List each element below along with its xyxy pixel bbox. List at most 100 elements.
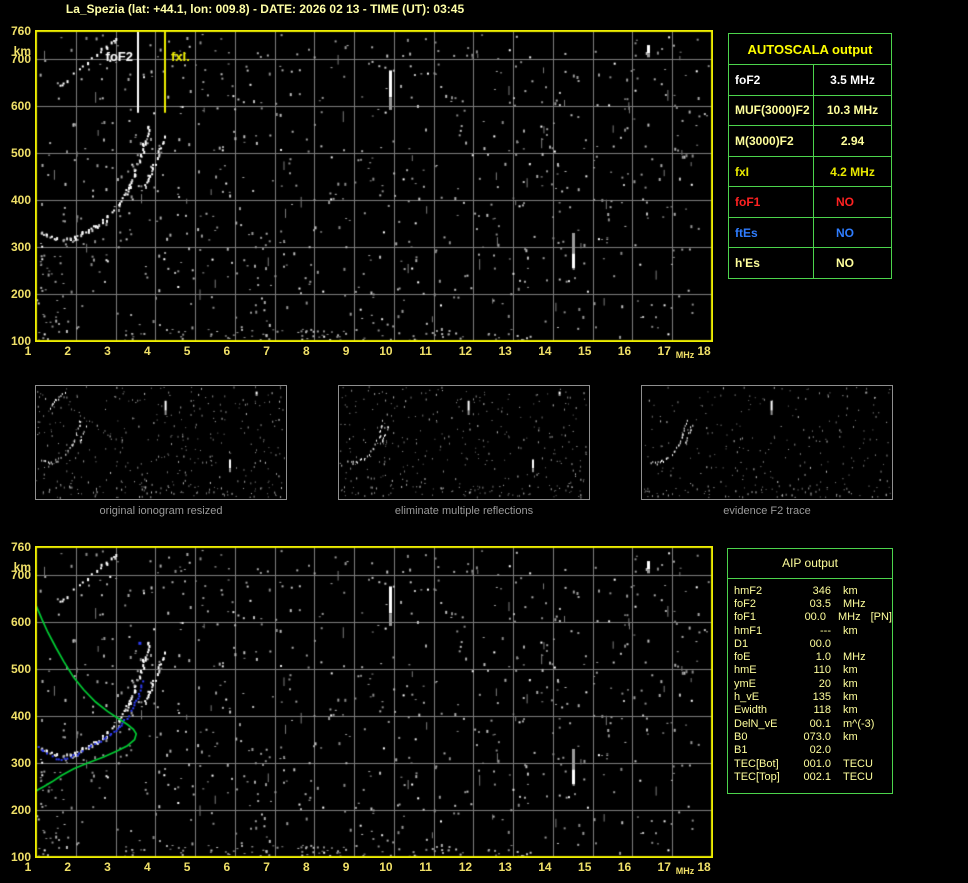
x-tick-label: 18 xyxy=(697,344,711,358)
y-tick-label: 700 xyxy=(10,568,31,583)
param-label: h'Es xyxy=(729,248,814,279)
param-unit: MHz xyxy=(843,597,866,610)
param-label: hmF2 xyxy=(734,584,763,597)
param-value: 002.1 xyxy=(803,770,831,783)
table-row: ftEs NO xyxy=(729,216,891,248)
x-axis-unit-label: MHz xyxy=(675,350,695,360)
param-value: 346 xyxy=(812,584,831,597)
x-tick-label: 1 xyxy=(24,860,32,874)
param-label: B1 xyxy=(734,744,748,757)
param-value: 1.0 xyxy=(815,651,831,664)
autoscala-table-rows: foF2 3.5 MHz MUF(3000)F2 10.3 MHz M(3000)F2 2… xyxy=(729,64,891,279)
y-tick-label: 760 xyxy=(10,540,31,554)
param-unit: km xyxy=(843,584,858,597)
x-tick-label: 10 xyxy=(379,344,393,358)
param-label: foF1 xyxy=(729,187,814,217)
thumbnail-eliminate-reflections xyxy=(338,385,590,500)
param-value: NO xyxy=(836,256,854,271)
param-unit: TECU xyxy=(843,757,873,770)
x-tick-label: 18 xyxy=(697,860,711,874)
table-row: TEC[Bot] 001.0 TECU xyxy=(734,757,892,770)
param-value: 110 xyxy=(813,664,831,677)
param-label: D1 xyxy=(734,637,749,650)
y-tick-label: 760 xyxy=(10,24,31,38)
param-unit: km xyxy=(843,730,858,743)
param-value: 03.5 xyxy=(809,597,831,610)
param-value: 00.1 xyxy=(809,717,831,730)
aip-output-table: AIP output hmF2 346 km foF2 03.5 MHz foF1 00.0 M… xyxy=(727,548,893,794)
param-label: MUF(3000)F2 xyxy=(729,95,814,126)
x-tick-label: 17 xyxy=(657,344,671,358)
x-tick-label: 7 xyxy=(263,860,270,874)
param-value: 001.0 xyxy=(803,757,831,770)
param-label: foF2 xyxy=(734,597,757,610)
table-row: foF1 NO xyxy=(729,186,891,217)
param-unit: km xyxy=(843,664,858,677)
aip-table-rows: hmF2 346 km foF2 03.5 MHz foF1 00.0 MHz [PN] hmF1 -… xyxy=(728,579,892,783)
y-tick-label: 600 xyxy=(10,615,31,630)
param-value: 3.5 MHz xyxy=(830,72,875,87)
param-unit: km xyxy=(843,704,858,717)
param-flag: [PN] xyxy=(870,611,892,624)
x-tick-label: 2 xyxy=(64,344,72,358)
autoscala-output-table: AUTOSCALA output foF2 3.5 MHz MUF(3000)F2 1… xyxy=(728,33,892,279)
x-axis-unit-label: MHz xyxy=(675,866,695,876)
param-label: Ewidth xyxy=(734,704,768,717)
x-tick-label: 1 xyxy=(24,344,32,358)
y-tick-label: 200 xyxy=(10,287,31,302)
x-tick-label: 13 xyxy=(498,344,512,358)
y-tick-label: 100 xyxy=(10,850,31,864)
param-unit: km xyxy=(843,691,858,704)
x-tick-label: 2 xyxy=(64,860,72,874)
x-tick-label: 8 xyxy=(303,860,310,874)
thumbnail-canvas xyxy=(642,386,892,499)
param-label: hmF1 xyxy=(734,624,763,637)
x-tick-label: 6 xyxy=(223,344,231,358)
param-value: 10.3 MHz xyxy=(826,103,879,118)
x-tick-label: 17 xyxy=(657,860,671,874)
param-value: 135 xyxy=(812,691,831,704)
x-tick-label: 4 xyxy=(143,860,151,874)
thumbnail-evidence-f2-trace xyxy=(641,385,893,500)
y-tick-label: 700 xyxy=(10,52,31,67)
param-value: 2.94 xyxy=(840,133,865,148)
param-unit: MHz xyxy=(843,651,866,664)
param-label: DelN_vE xyxy=(734,717,778,730)
y-tick-label: 300 xyxy=(10,756,31,771)
param-label: M(3000)F2 xyxy=(729,126,814,156)
param-label: ymE xyxy=(734,677,756,690)
table-row: hmF1 --- km xyxy=(734,624,892,637)
param-label: foF1 xyxy=(734,611,757,624)
table-row: foF2 03.5 MHz xyxy=(734,597,892,610)
param-label: hmE xyxy=(734,664,757,677)
param-unit: TECU xyxy=(843,770,873,783)
x-tick-label: 14 xyxy=(538,344,552,358)
y-tick-label: 500 xyxy=(10,662,31,677)
x-tick-label: 12 xyxy=(458,860,473,874)
param-value: 073.0 xyxy=(803,730,831,743)
y-tick-label: 600 xyxy=(10,99,31,114)
param-value: 20 xyxy=(818,677,831,690)
param-value: NO xyxy=(836,195,854,210)
table-row: MUF(3000)F2 10.3 MHz xyxy=(729,94,891,126)
param-unit: MHz xyxy=(837,611,861,624)
y-axis-unit-label: km xyxy=(13,44,31,58)
x-tick-label: 12 xyxy=(458,344,473,358)
y-axis-unit-label: km xyxy=(13,560,31,574)
param-label: fxI xyxy=(729,156,814,187)
param-unit: km xyxy=(843,677,858,690)
param-value: 4.2 MHz xyxy=(830,164,875,179)
table-row: foF1 00.0 MHz [PN] xyxy=(734,611,892,624)
table-row: B0 073.0 km xyxy=(734,730,892,743)
page-title: La_Spezia (lat: +44.1, lon: 009.8) - DAT… xyxy=(65,2,465,16)
x-tick-label: 15 xyxy=(578,860,592,874)
thumbnail-caption: original ionogram resized xyxy=(99,505,223,517)
param-label: h_vE xyxy=(734,691,760,704)
bottom-ionogram-canvas xyxy=(35,546,713,858)
y-tick-label: 300 xyxy=(10,240,31,255)
table-row: TEC[Top] 002.1 TECU xyxy=(734,770,892,783)
table-row: hmF2 346 km xyxy=(734,584,892,597)
table-row: M(3000)F2 2.94 xyxy=(729,125,891,156)
x-tick-label: 3 xyxy=(104,860,111,874)
